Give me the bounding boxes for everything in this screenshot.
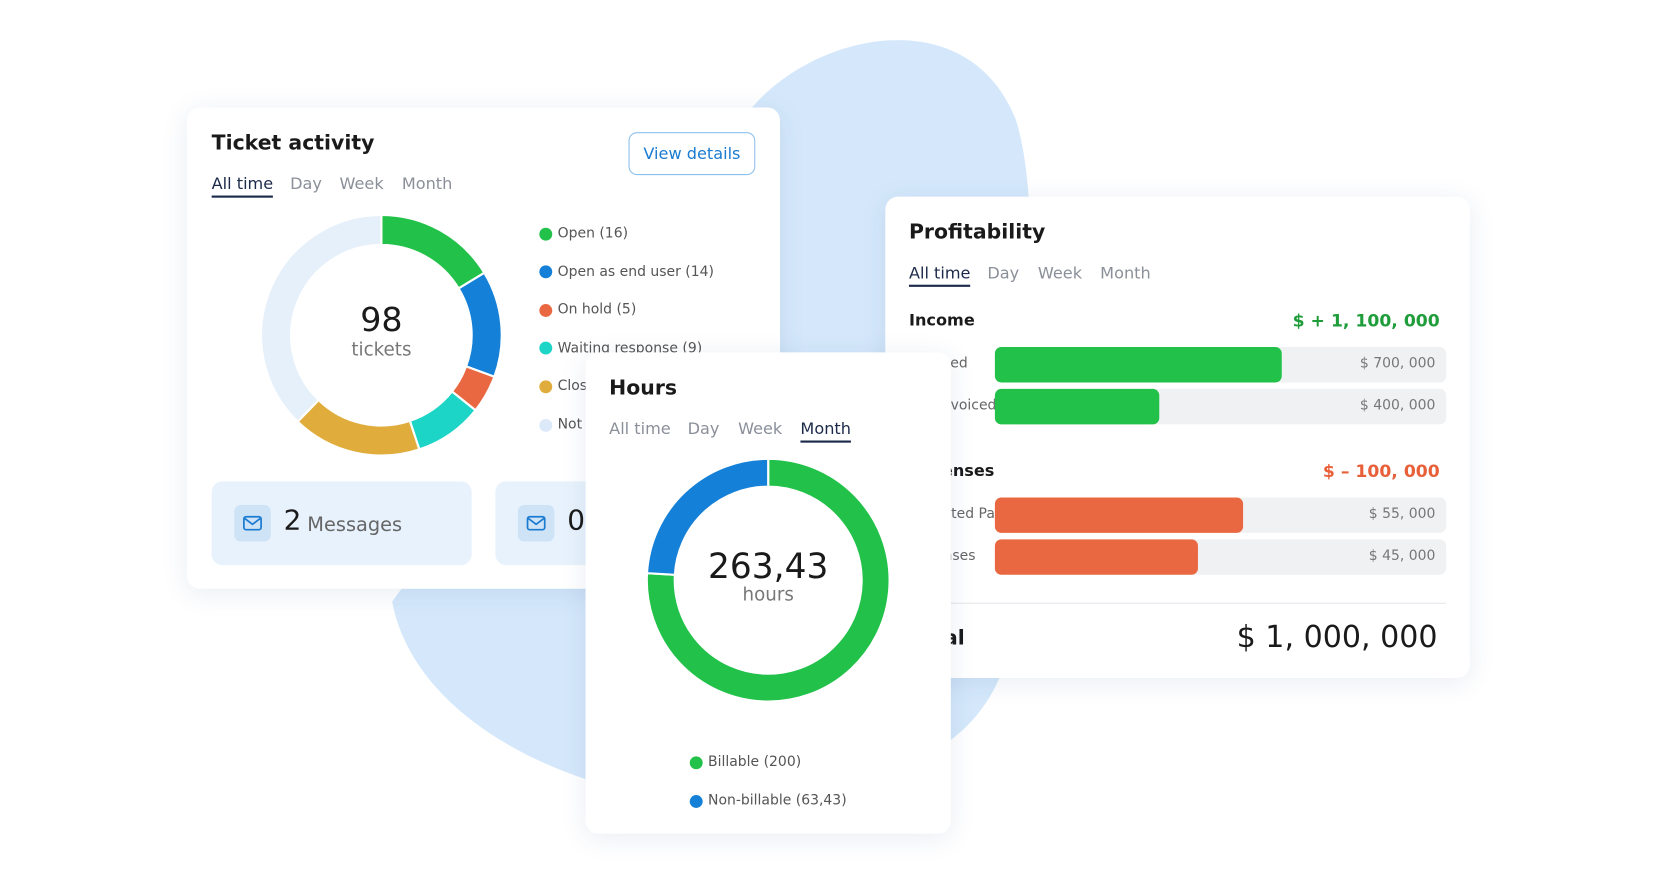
center-value: 98 — [360, 300, 403, 340]
legend-dot — [539, 341, 553, 355]
donut-segment — [260, 213, 383, 424]
bar — [994, 539, 1198, 575]
total-value: $ 1, 000, 000 — [1236, 618, 1438, 655]
legend-label: Not — [557, 416, 583, 433]
center-value: 263,43 — [708, 545, 829, 587]
donut-chart — [645, 457, 891, 703]
stat-box: 2 Messages — [211, 481, 472, 566]
bar-track: $ 700, 000 — [994, 347, 1447, 383]
legend-item: Billable (200) — [689, 754, 802, 771]
stat-icon — [517, 504, 555, 542]
hours-card: Hours All time Day Week Month 263,43 hours Bil… — [585, 352, 951, 834]
donut-segment — [645, 457, 891, 703]
legend-label: On hold (5) — [557, 302, 637, 319]
legend-label: Clos — [557, 378, 588, 395]
icon — [526, 515, 546, 531]
bar-value: $ 45, 000 — [1368, 547, 1436, 565]
center-label: hours — [742, 584, 794, 606]
card-title: Ticket activity — [211, 131, 375, 155]
tab[interactable]: Month — [1100, 263, 1151, 283]
bar-value: $ 55, 000 — [1368, 506, 1436, 523]
stat-value: 2 — [283, 504, 302, 538]
bar — [994, 347, 1283, 383]
bar-track: $ 55, 000 — [994, 497, 1447, 533]
tab[interactable]: All time — [908, 263, 971, 287]
legend-item: On hold (5) — [539, 302, 636, 318]
tab[interactable]: All time — [211, 174, 274, 198]
legend-dot — [539, 303, 553, 317]
donut-segment — [296, 398, 421, 457]
legend-label: Billable (200) — [708, 754, 802, 771]
card-title: Profitability — [908, 220, 1046, 244]
section-total: $ – 100, 000 — [1322, 460, 1440, 482]
legend-dot — [539, 380, 553, 394]
legend-dot — [689, 794, 703, 808]
legend-dot — [689, 755, 703, 769]
section-total: $ + 1, 100, 000 — [1292, 310, 1440, 331]
legend-dot — [539, 418, 553, 432]
bar-value: $ 700, 000 — [1359, 355, 1436, 372]
tab[interactable]: Week — [738, 419, 783, 439]
legend-label: Open (16) — [557, 225, 629, 242]
bar — [994, 388, 1159, 425]
legend-dot — [539, 227, 553, 241]
tab[interactable]: Month — [401, 174, 453, 194]
legend-item: Non-billable (63,43) — [689, 792, 847, 810]
tab[interactable]: Day — [290, 174, 322, 194]
legend-item: Clos — [539, 379, 587, 395]
card-title: Hours — [609, 376, 678, 400]
tab[interactable]: Day — [987, 263, 1020, 283]
donut-chart — [260, 213, 503, 457]
bar-value: $ 400, 000 — [1359, 397, 1436, 414]
donut-segment — [380, 213, 486, 290]
donut-segment — [645, 457, 770, 576]
stat-value: 0 — [567, 504, 586, 538]
donut-segment — [457, 271, 503, 379]
view-details-button[interactable]: View details — [628, 132, 756, 176]
tab[interactable]: All time — [609, 419, 671, 439]
legend-item: Open (16) — [539, 226, 628, 242]
legend-label: Open as end user (14) — [557, 263, 714, 280]
bar-track: $ 400, 000 — [994, 388, 1447, 425]
tab[interactable]: Month — [800, 419, 851, 443]
legend-label: Non-billable (63,43) — [708, 792, 847, 810]
stat-icon — [234, 504, 271, 542]
legend-item: Not — [539, 417, 582, 433]
profitability-card: Profitability Total $ 1, 000, 000 All ti… — [885, 196, 1470, 678]
divider — [908, 602, 1447, 604]
legend-dot — [539, 265, 553, 279]
tab[interactable]: Day — [687, 419, 720, 439]
icon — [243, 515, 262, 531]
legend-item: Open as end user (14) — [539, 264, 714, 280]
section-label: Income — [908, 310, 975, 330]
bar-track: $ 45, 000 — [994, 539, 1447, 575]
tab[interactable]: Week — [1037, 263, 1083, 283]
stat-label: Messages — [307, 513, 403, 537]
center-label: tickets — [351, 339, 412, 361]
bar — [994, 497, 1244, 533]
tab[interactable]: Week — [339, 174, 384, 194]
